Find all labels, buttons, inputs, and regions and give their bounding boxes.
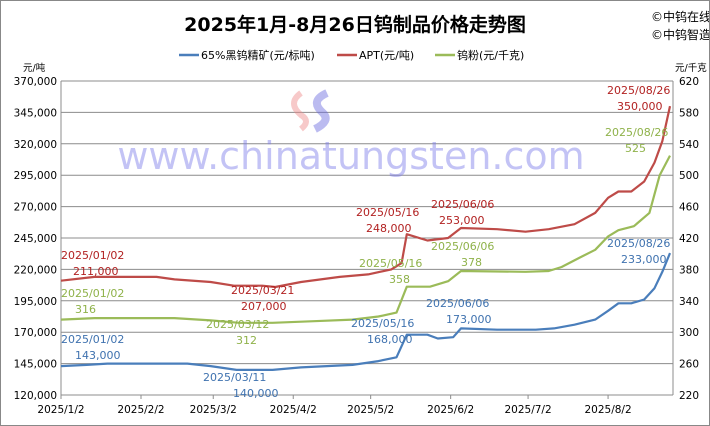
annotation-date: 2025/03/12 [206,318,269,331]
left-unit: 元/吨 [23,62,46,74]
axes: 120,000 220 145,000 260 170,000 300 195,000 340… [14,76,699,416]
annotation-date: 2025/08/26 [607,84,670,97]
annotation-date: 2025/08/26 [605,126,668,139]
annotation-date: 2025/06/06 [426,297,489,310]
x-tick-label: 2025/6/2 [427,404,474,416]
y-right-tick-label: 220 [679,390,699,402]
annotation-date: 2025/01/02 [61,333,124,346]
series-line-0 [60,252,672,371]
annotation-value: 143,000 [75,349,121,362]
annotation-date: 2025/05/16 [356,206,419,219]
annotation-date: 2025/03/21 [231,284,294,297]
annotation-date: 2025/06/06 [431,240,494,253]
y-left-tick-label: 270,000 [14,202,57,214]
legend-label: 65%黑钨精矿(元/标吨) [201,48,315,62]
annotation-value: 312 [236,334,257,347]
series-lines [60,105,672,371]
x-tick-label: 2025/7/2 [504,404,551,416]
annotation-value: 350,000 [617,100,663,113]
annotation-value: 358 [389,273,410,286]
y-right-tick-label: 380 [679,264,699,276]
copyright-1: ©中钨在线 [651,9,709,24]
y-left-tick-label: 370,000 [14,76,57,88]
watermark-text: www.chinatungsten.com [117,134,584,178]
watermark-logo-right [313,89,330,133]
annotations: 2025/01/02 211,000 2025/03/21 207,000 2025/0… [61,84,670,400]
y-left-tick-label: 245,000 [14,233,57,245]
y-left-tick-label: 120,000 [14,390,57,402]
y-right-tick-label: 580 [679,107,699,119]
annotation-date: 2025/03/11 [203,371,266,384]
y-right-tick-label: 420 [679,233,699,245]
annotation-date: 2025/08/26 [607,237,670,250]
x-tick-label: 2025/8/2 [584,404,631,416]
y-right-tick-label: 500 [679,170,699,182]
annotation-value: 253,000 [439,214,485,227]
series-line-1 [60,105,672,289]
annotation-date: 2025/01/02 [61,287,124,300]
y-left-tick-label: 220,000 [14,264,57,276]
right-unit: 元/千克 [675,63,707,74]
y-left-tick-label: 170,000 [14,327,57,339]
annotation-value: 168,000 [367,333,413,346]
annotation-value: 316 [75,303,96,316]
legend: 65%黑钨精矿(元/标吨) APT(元/吨) 钨粉(元/千克) [179,48,524,62]
annotation-value: 233,000 [621,253,667,266]
watermark-logo-left [291,90,309,132]
annotation-date: 2025/05/16 [359,257,422,270]
y-left-tick-label: 345,000 [14,107,57,119]
annotation-value: 211,000 [73,265,119,278]
y-left-tick-label: 145,000 [14,359,57,371]
annotation-value: 207,000 [241,300,287,313]
x-tick-label: 2025/1/2 [37,404,84,416]
annotation-value: 140,000 [233,387,279,400]
annotation-value: 248,000 [366,222,412,235]
x-tick-label: 2025/3/2 [190,404,237,416]
watermark: www.chinatungsten.com [117,89,585,178]
legend-label: 钨粉(元/千克) [457,49,524,62]
legend-label: APT(元/吨) [359,49,414,62]
y-right-tick-label: 300 [679,327,699,339]
annotation-date: 2025/05/16 [351,317,414,330]
annotation-value: 173,000 [446,313,492,326]
copyright-2: ©中钨智造 [651,27,709,42]
annotation-value: 378 [461,256,482,269]
y-right-tick-label: 260 [679,359,699,371]
gridlines [61,80,673,396]
series-line-2 [60,155,671,324]
x-tick-label: 2025/5/2 [347,404,394,416]
x-tick-label: 2025/4/2 [270,404,317,416]
y-right-tick-label: 620 [679,76,699,88]
y-right-tick-label: 460 [679,202,699,214]
annotation-value: 525 [625,142,646,155]
chart-title: 2025年1月-8月26日钨制品价格走势图 [184,13,526,36]
y-right-tick-label: 340 [679,296,699,308]
y-right-tick-label: 540 [679,139,699,151]
x-tick-label: 2025/2/2 [117,404,164,416]
y-left-tick-label: 195,000 [14,296,57,308]
y-left-tick-label: 320,000 [14,139,57,151]
annotation-date: 2025/01/02 [61,249,124,262]
y-left-tick-label: 295,000 [14,170,57,182]
annotation-date: 2025/06/06 [431,198,494,211]
